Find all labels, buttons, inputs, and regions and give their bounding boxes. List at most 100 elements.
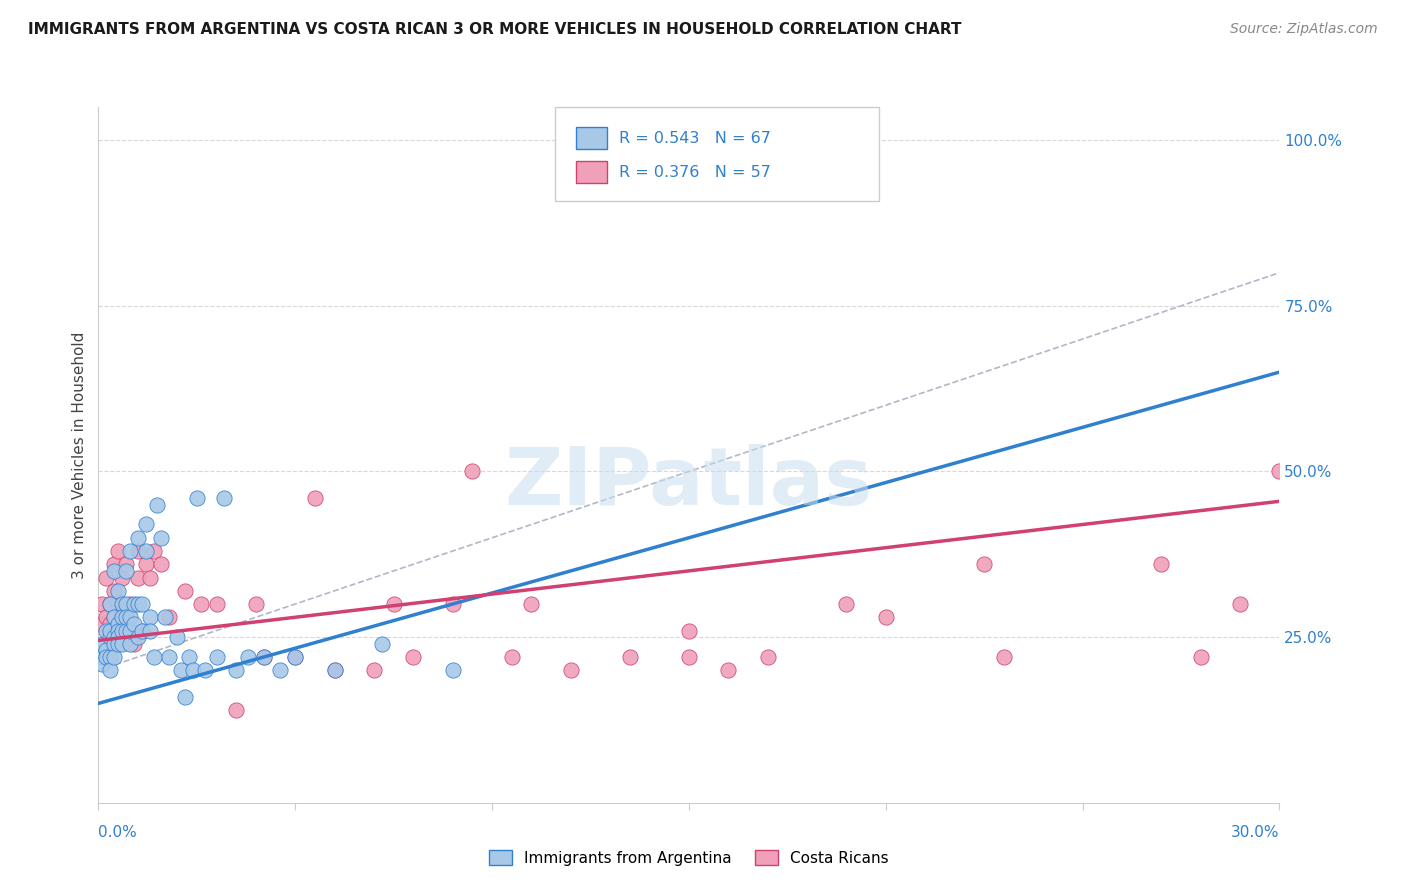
Text: IMMIGRANTS FROM ARGENTINA VS COSTA RICAN 3 OR MORE VEHICLES IN HOUSEHOLD CORRELA: IMMIGRANTS FROM ARGENTINA VS COSTA RICAN…	[28, 22, 962, 37]
Text: ZIPatlas: ZIPatlas	[505, 443, 873, 522]
Point	[146, 498, 169, 512]
Point	[973, 558, 995, 572]
Point	[103, 564, 125, 578]
Point	[214, 491, 236, 505]
Point	[115, 610, 138, 624]
Point	[118, 624, 141, 638]
Point	[115, 564, 138, 578]
Point	[441, 597, 464, 611]
Point	[1150, 558, 1173, 572]
Point	[107, 597, 129, 611]
Point	[678, 624, 700, 638]
Point	[98, 650, 121, 665]
Point	[107, 616, 129, 631]
Point	[135, 558, 157, 572]
Point	[205, 650, 228, 665]
Point	[245, 597, 267, 611]
Point	[135, 517, 157, 532]
Point	[107, 624, 129, 638]
Point	[155, 610, 177, 624]
Point	[1268, 465, 1291, 479]
Point	[157, 650, 180, 665]
Point	[103, 630, 125, 644]
Point	[91, 657, 114, 671]
Point	[150, 558, 173, 572]
Point	[91, 597, 114, 611]
Point	[98, 597, 121, 611]
Point	[122, 637, 145, 651]
Point	[205, 597, 228, 611]
Point	[98, 630, 121, 644]
Point	[520, 597, 543, 611]
Point	[96, 624, 118, 638]
Point	[111, 597, 134, 611]
Point	[107, 583, 129, 598]
Point	[96, 650, 118, 665]
Point	[98, 616, 121, 631]
Point	[111, 624, 134, 638]
Point	[323, 663, 346, 677]
Point	[111, 610, 134, 624]
Point	[91, 616, 114, 631]
Point	[103, 558, 125, 572]
Point	[678, 650, 700, 665]
Point	[402, 650, 425, 665]
Point	[1189, 650, 1212, 665]
Point	[174, 690, 197, 704]
Point	[131, 624, 153, 638]
Point	[107, 630, 129, 644]
Text: 30.0%: 30.0%	[1232, 825, 1279, 839]
Point	[284, 650, 307, 665]
Point	[371, 637, 394, 651]
Point	[127, 544, 149, 558]
Text: Source: ZipAtlas.com: Source: ZipAtlas.com	[1230, 22, 1378, 37]
Point	[127, 597, 149, 611]
Point	[157, 610, 180, 624]
Point	[560, 663, 582, 677]
Point	[142, 650, 165, 665]
Point	[91, 637, 114, 651]
Point	[111, 610, 134, 624]
Text: 0.0%: 0.0%	[98, 825, 138, 839]
Point	[619, 650, 641, 665]
Point	[115, 610, 138, 624]
Point	[127, 531, 149, 545]
Point	[118, 610, 141, 624]
Point	[174, 583, 197, 598]
Point	[135, 544, 157, 558]
Point	[103, 583, 125, 598]
Point	[118, 624, 141, 638]
Point	[91, 650, 114, 665]
Point	[96, 643, 118, 657]
Point	[501, 650, 523, 665]
Point	[150, 531, 173, 545]
Point	[225, 663, 247, 677]
Point	[131, 624, 153, 638]
Point	[269, 663, 291, 677]
Text: R = 0.376   N = 57: R = 0.376 N = 57	[619, 165, 770, 179]
Point	[441, 663, 464, 677]
Point	[118, 637, 141, 651]
Legend: Immigrants from Argentina, Costa Ricans: Immigrants from Argentina, Costa Ricans	[484, 844, 894, 871]
Point	[363, 663, 385, 677]
Point	[96, 610, 118, 624]
Point	[993, 650, 1015, 665]
Point	[138, 610, 160, 624]
Point	[115, 597, 138, 611]
Point	[138, 624, 160, 638]
Point	[118, 597, 141, 611]
Point	[127, 630, 149, 644]
Point	[756, 650, 779, 665]
Point	[170, 663, 193, 677]
Point	[461, 465, 484, 479]
Point	[190, 597, 212, 611]
Point	[98, 624, 121, 638]
Point	[717, 663, 740, 677]
Point	[284, 650, 307, 665]
Point	[115, 558, 138, 572]
Point	[103, 637, 125, 651]
Point	[131, 597, 153, 611]
Point	[127, 570, 149, 584]
Point	[122, 597, 145, 611]
Point	[186, 491, 208, 505]
